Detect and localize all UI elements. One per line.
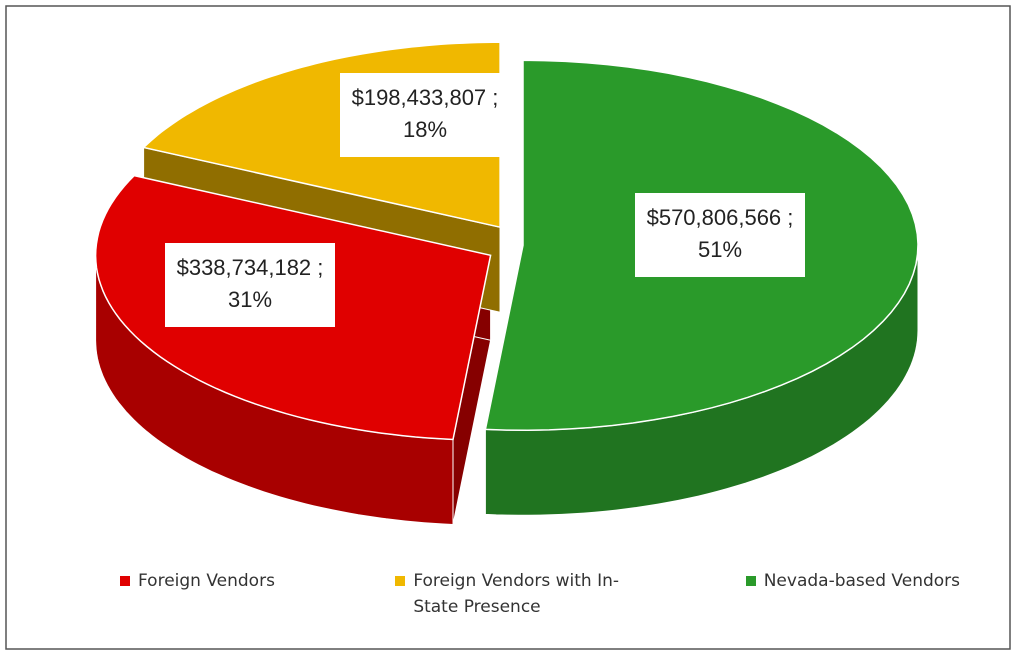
data-label: 51%: [698, 237, 742, 262]
legend-item: Foreign Vendors: [120, 568, 275, 620]
legend: Foreign Vendors Foreign Vendors with In-S…: [120, 568, 960, 620]
legend-label: Foreign Vendors with In-State Presence: [413, 571, 620, 617]
data-label: $338,734,182 ;: [177, 255, 324, 280]
label-box: [165, 243, 335, 327]
label-box: [635, 193, 805, 277]
legend-item: Nevada-based Vendors: [745, 568, 960, 620]
legend-swatch: [745, 576, 756, 586]
data-label: $570,806,566 ;: [647, 205, 794, 230]
legend-item: Foreign Vendors with In-State Presence: [395, 568, 625, 620]
data-label: $198,433,807 ;: [352, 85, 499, 110]
legend-swatch: [120, 576, 130, 586]
legend-swatch: [395, 576, 406, 586]
data-label: 18%: [403, 117, 447, 142]
legend-label: Foreign Vendors: [138, 571, 275, 591]
data-label: 31%: [228, 287, 272, 312]
legend-label: Nevada-based Vendors: [763, 571, 960, 591]
label-box: [340, 73, 510, 157]
